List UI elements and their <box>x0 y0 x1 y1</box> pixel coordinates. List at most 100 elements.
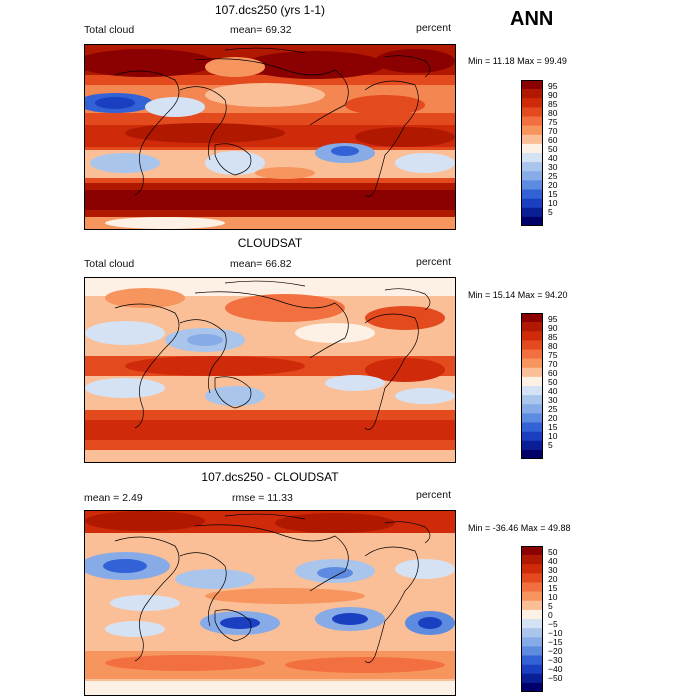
colorbar-swatch <box>521 107 543 117</box>
panel-3-colorbar <box>521 546 543 692</box>
colorbar-swatch <box>521 682 543 692</box>
colorbar-tick: 70 <box>548 359 558 369</box>
colorbar-swatch <box>521 98 543 108</box>
colorbar-tick: 60 <box>548 368 558 378</box>
season-label: ANN <box>510 8 554 30</box>
colorbar-swatch <box>521 80 543 90</box>
panel-1-colorbar-swatches <box>521 80 543 226</box>
colorbar-swatch <box>521 395 543 405</box>
colorbar-tick: 50 <box>548 377 558 387</box>
colorbar-tick: 50 <box>548 547 558 557</box>
colorbar-swatch <box>521 180 543 190</box>
colorbar-border <box>521 546 543 692</box>
colorbar-swatch <box>521 404 543 414</box>
colorbar-swatch <box>521 216 543 226</box>
panel-2-colorbar-swatches <box>521 313 543 459</box>
panel-3-map <box>84 510 456 696</box>
panel-2-units-label: percent <box>416 256 452 268</box>
panel-1-variable-label: Total cloud <box>84 24 135 36</box>
colorbar-swatch <box>521 591 543 602</box>
colorbar-swatch <box>521 349 543 359</box>
colorbar-tick: 30 <box>548 565 558 575</box>
colorbar-tick: 20 <box>548 413 558 423</box>
colorbar-tick: −50 <box>548 673 563 683</box>
colorbar-swatch <box>521 125 543 136</box>
panel-1-colorbar <box>521 80 543 226</box>
colorbar-swatch <box>521 619 543 629</box>
panel-1-title: 107.dcs250 (yrs 1-1) <box>214 3 326 17</box>
colorbar-tick: 25 <box>548 404 558 414</box>
colorbar-tick: 10 <box>548 431 558 441</box>
colorbar-tick: 40 <box>548 153 558 163</box>
colorbar-tick: 85 <box>548 332 558 342</box>
colorbar-swatch <box>521 331 543 341</box>
colorbar-border <box>521 313 543 459</box>
colorbar-tick: 80 <box>548 108 558 118</box>
colorbar-tick: −5 <box>548 619 558 629</box>
colorbar-tick: −20 <box>548 646 563 656</box>
colorbar-tick: 75 <box>548 117 558 127</box>
colorbar-swatch <box>521 198 543 209</box>
colorbar-tick: 95 <box>548 81 558 91</box>
colorbar-swatch <box>521 664 543 675</box>
colorbar-swatch <box>521 600 543 611</box>
colorbar-swatch <box>521 564 543 574</box>
panel-2-colorbar-labels: 95 90 85 80 75 70 60 50 40 30 25 20 15 1… <box>548 313 588 459</box>
colorbar-swatch <box>521 673 543 684</box>
colorbar-swatch <box>521 358 543 369</box>
colorbar-swatch <box>521 555 543 565</box>
colorbar-swatch <box>521 386 543 396</box>
colorbar-tick: 70 <box>548 126 558 136</box>
panel-2-mean-label: mean= 66.82 <box>230 258 292 270</box>
colorbar-swatch <box>521 637 543 647</box>
colorbar-tick: 20 <box>548 180 558 190</box>
panel-1-map <box>84 44 456 230</box>
colorbar-tick: 90 <box>548 323 558 333</box>
colorbar-tick: −30 <box>548 655 563 665</box>
colorbar-tick: 15 <box>548 422 558 432</box>
colorbar-tick: 5 <box>548 440 553 450</box>
colorbar-swatch <box>521 171 543 181</box>
panel-1-colorbar-labels: 95 90 85 80 75 70 60 50 40 30 25 20 15 1… <box>548 80 588 226</box>
colorbar-tick: 40 <box>548 556 558 566</box>
panel-3-units-label: percent <box>416 489 452 501</box>
panel-2-title: CLOUDSAT <box>237 236 303 250</box>
panel-1-units-label: percent <box>416 22 452 34</box>
colorbar-tick: −10 <box>548 628 563 638</box>
panel-2-colorbar <box>521 313 543 459</box>
colorbar-tick: 10 <box>548 592 558 602</box>
colorbar-swatch <box>521 340 543 350</box>
panel-3-colorbar-labels: 50 40 30 20 15 10 5 0 −5 −10 −15 −20 −30… <box>548 546 588 692</box>
colorbar-swatch <box>521 134 543 145</box>
colorbar-swatch <box>521 162 543 172</box>
colorbar-swatch <box>521 207 543 218</box>
colorbar-swatch <box>521 422 543 432</box>
colorbar-tick: 75 <box>548 350 558 360</box>
colorbar-swatch <box>521 322 543 332</box>
panel-3-title: 107.dcs250 - CLOUDSAT <box>201 470 339 484</box>
colorbar-tick: 20 <box>548 574 558 584</box>
colorbar-swatch <box>521 143 543 154</box>
colorbar-tick: 5 <box>548 601 553 611</box>
panel-3-mean-label: mean = 2.49 <box>84 492 143 504</box>
colorbar-tick: 80 <box>548 341 558 351</box>
panel-3-colorbar-swatches <box>521 546 543 692</box>
colorbar-swatch <box>521 431 543 442</box>
colorbar-swatch <box>521 628 543 638</box>
colorbar-tick: −40 <box>548 664 563 674</box>
colorbar-swatch <box>521 116 543 126</box>
colorbar-tick: 5 <box>548 207 553 217</box>
colorbar-swatch <box>521 582 543 592</box>
colorbar-tick: 25 <box>548 171 558 181</box>
colorbar-tick: 10 <box>548 198 558 208</box>
panel-3-minmax: Min = -36.46 Max = 49.88 <box>468 523 571 533</box>
panel-1-minmax: Min = 11.18 Max = 99.49 <box>468 56 567 66</box>
colorbar-tick: 40 <box>548 386 558 396</box>
colorbar-swatch <box>521 655 543 665</box>
colorbar-tick: 15 <box>548 189 558 199</box>
colorbar-swatch <box>521 609 543 620</box>
colorbar-tick: 50 <box>548 144 558 154</box>
colorbar-swatch <box>521 89 543 99</box>
colorbar-swatch <box>521 546 543 556</box>
panel-2-minmax: Min = 15.14 Max = 94.20 <box>468 290 568 300</box>
